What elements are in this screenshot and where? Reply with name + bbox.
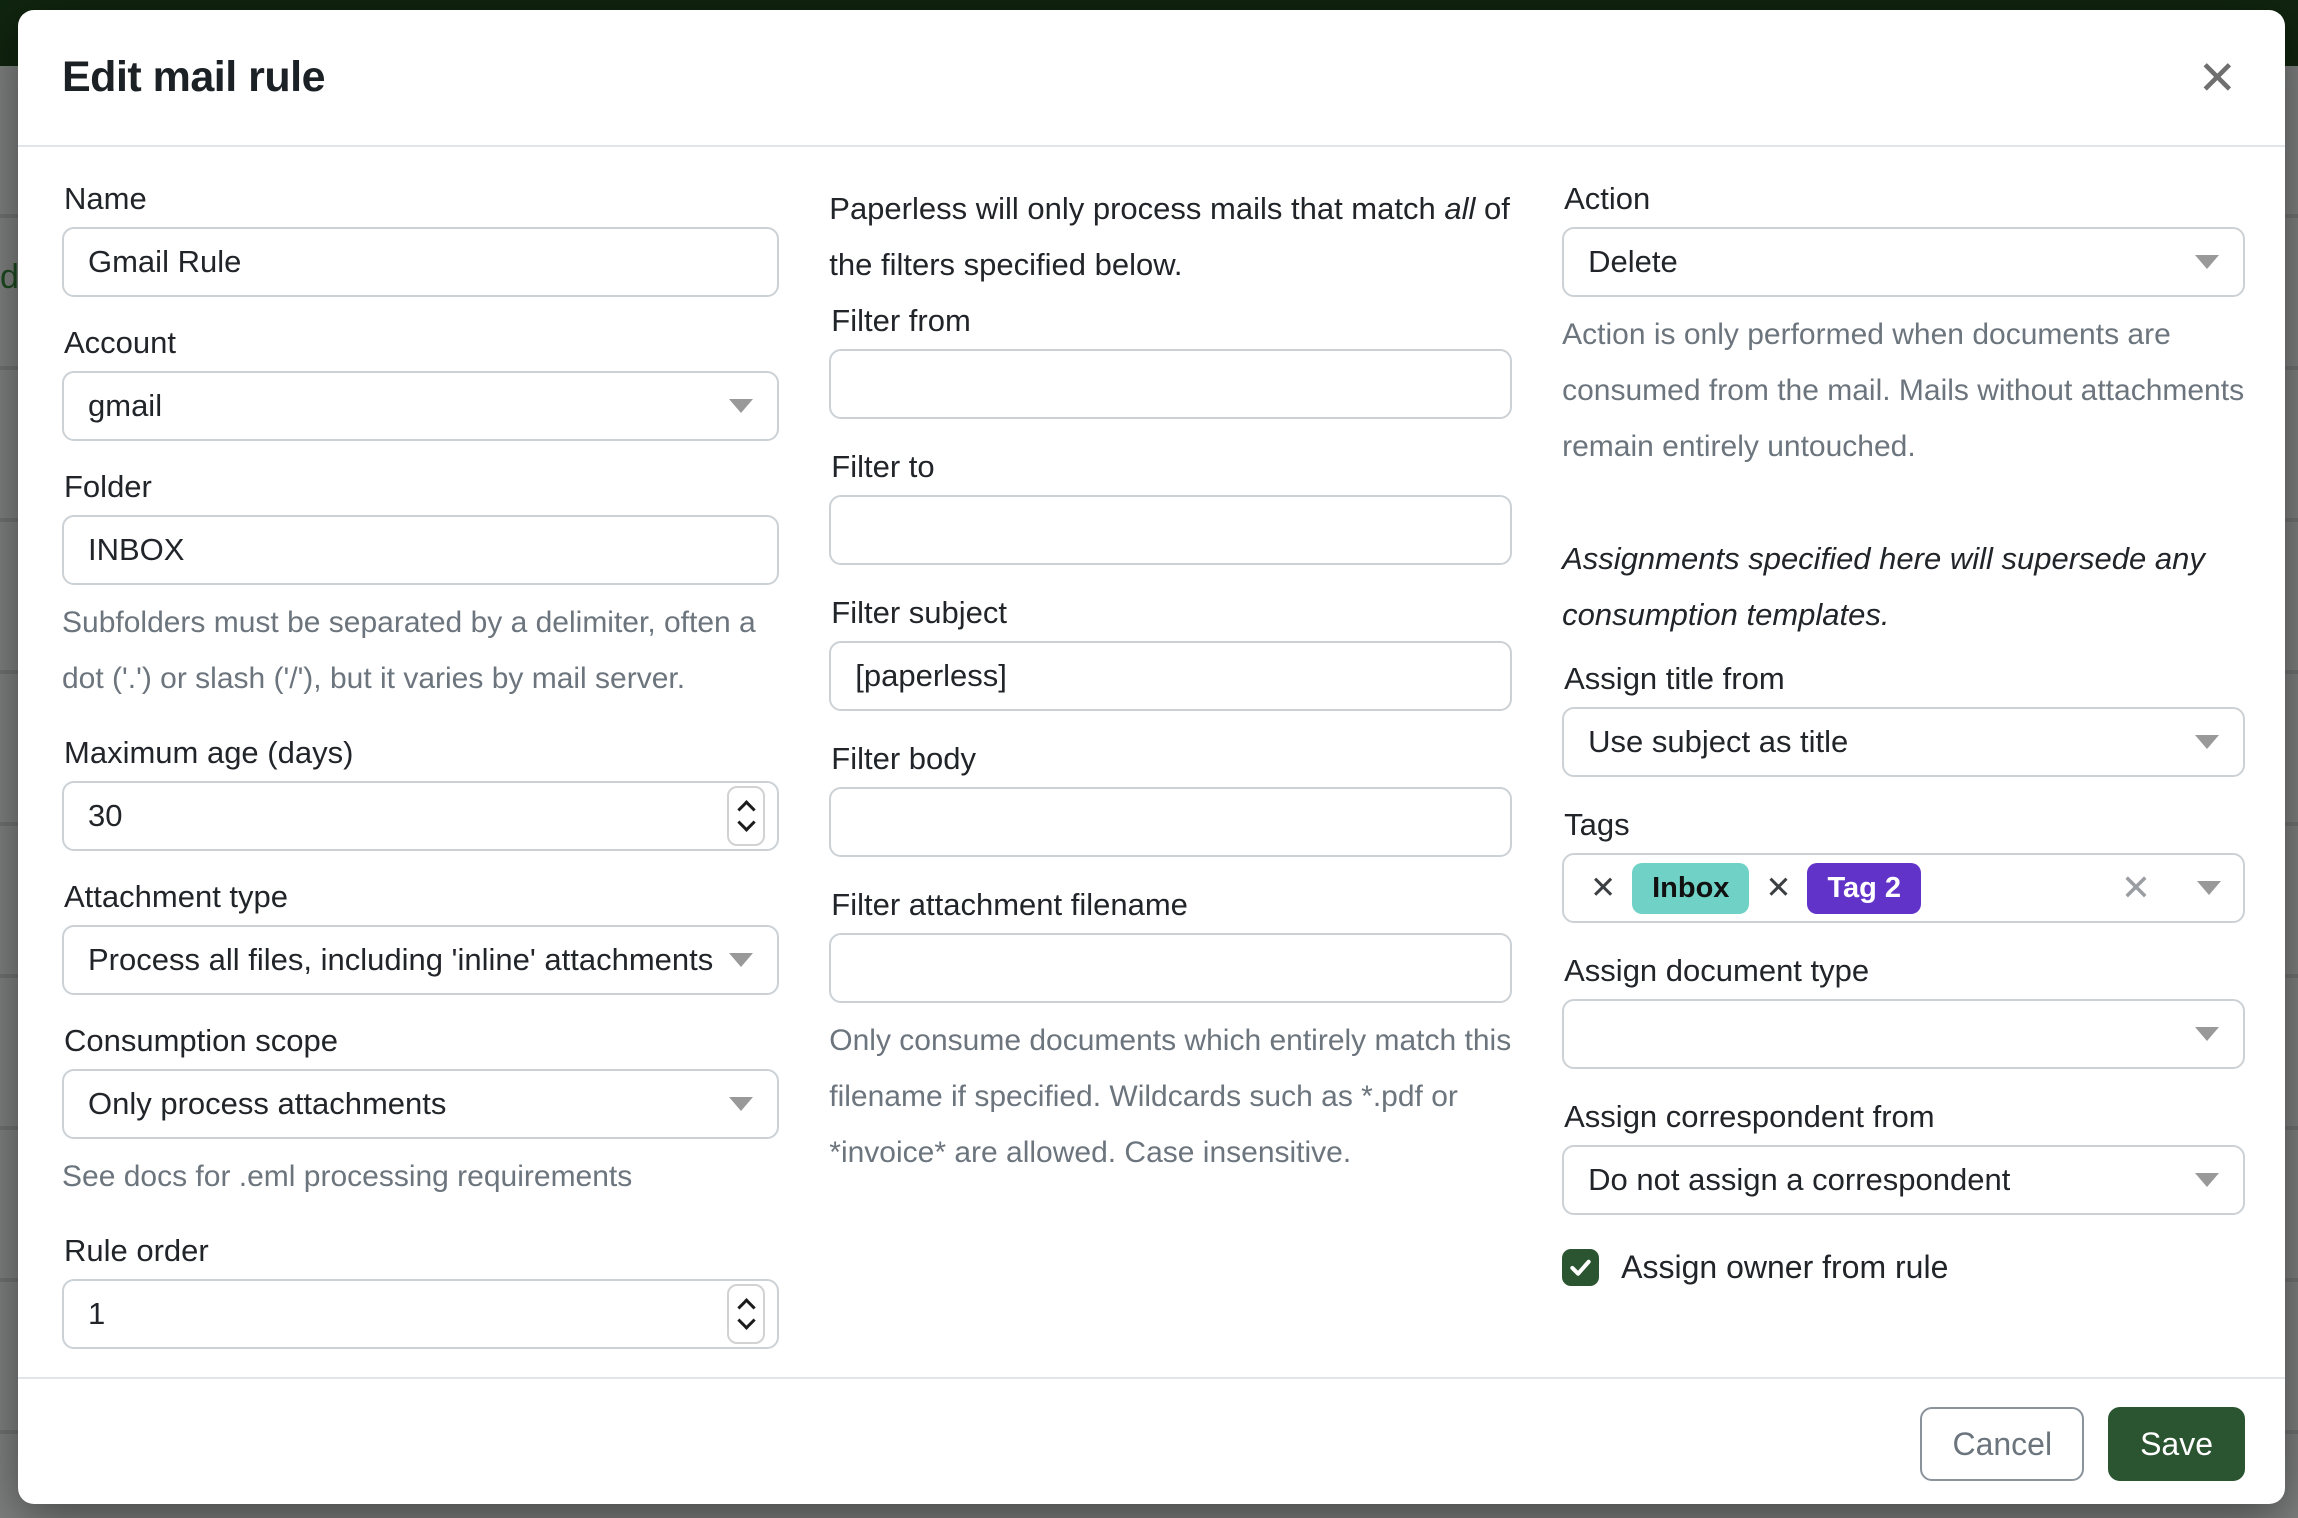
column-actions: Action Delete Action is only performed w… — [1562, 181, 2245, 1377]
chevron-down-icon — [2195, 1027, 2219, 1041]
clear-tags-icon[interactable]: ✕ — [2120, 867, 2151, 908]
account-selected-value: gmail — [88, 388, 163, 423]
name-label: Name — [64, 181, 147, 216]
filter-to-field-group: Filter to — [829, 449, 1513, 565]
remove-tag-icon[interactable]: ✕ — [1765, 870, 1792, 905]
action-select[interactable]: Delete — [1562, 227, 2245, 297]
checkmark-icon — [1570, 1259, 1591, 1276]
filter-body-input[interactable] — [829, 787, 1513, 857]
account-label: Account — [64, 325, 177, 360]
dialog-footer: Cancel Save — [18, 1377, 2285, 1504]
tag-chip: Tag 2 — [1807, 862, 1922, 914]
tags-field-group: Tags ✕ Inbox ✕ Tag 2 ✕ — [1562, 807, 2245, 923]
dialog-title: Edit mail rule — [62, 53, 326, 101]
consumption-scope-select[interactable]: Only process attachments — [62, 1069, 780, 1139]
consumption-scope-help-text: See docs for .eml processing requirement… — [62, 1160, 633, 1193]
filter-from-input[interactable] — [829, 349, 1513, 419]
folder-help-text: Subfolders must be separated by a delimi… — [62, 606, 756, 695]
action-selected-value: Delete — [1588, 244, 1678, 279]
filter-body-label: Filter body — [831, 741, 976, 776]
assign-correspondent-select[interactable]: Do not assign a correspondent — [1562, 1145, 2245, 1215]
chevron-down-icon — [729, 953, 754, 967]
assign-title-select[interactable]: Use subject as title — [1562, 707, 2245, 777]
rule-order-label: Rule order — [64, 1233, 209, 1268]
filter-attachment-filename-help-text: Only consume documents which entirely ma… — [829, 1024, 1512, 1169]
tags-label: Tags — [1564, 807, 1630, 842]
assign-title-selected-value: Use subject as title — [1588, 724, 1849, 759]
filter-attachment-filename-input[interactable] — [829, 933, 1513, 1003]
cancel-button[interactable]: Cancel — [1920, 1407, 2085, 1481]
assign-owner-label: Assign owner from rule — [1621, 1249, 1949, 1285]
chevron-down-icon — [729, 1097, 754, 1111]
rule-order-input[interactable] — [62, 1279, 780, 1349]
attachment-type-selected-value: Process all files, including 'inline' at… — [88, 942, 714, 977]
assignments-note: Assignments specified here will supersed… — [1562, 541, 2205, 632]
assign-correspondent-field-group: Assign correspondent from Do not assign … — [1562, 1099, 2245, 1215]
save-button[interactable]: Save — [2108, 1407, 2245, 1481]
tags-multiselect[interactable]: ✕ Inbox ✕ Tag 2 ✕ — [1562, 853, 2245, 923]
stepper-down-icon — [737, 813, 756, 832]
background-link-fragment: d — [0, 258, 19, 296]
maximum-age-stepper[interactable] — [727, 786, 766, 846]
column-general: Name Account gmail Folder Subfolders mus… — [62, 181, 780, 1377]
filter-from-field-group: Filter from — [829, 303, 1513, 419]
folder-label: Folder — [64, 469, 152, 504]
filter-attachment-filename-field-group: Filter attachment filename Only consume … — [829, 887, 1513, 1181]
filter-body-field-group: Filter body — [829, 741, 1513, 857]
folder-input[interactable] — [62, 515, 780, 585]
attachment-type-label: Attachment type — [64, 879, 289, 914]
chevron-down-icon — [2197, 881, 2221, 895]
chevron-down-icon — [2195, 255, 2219, 269]
filter-from-label: Filter from — [831, 303, 971, 338]
assign-correspondent-label: Assign correspondent from — [1564, 1099, 1935, 1134]
rule-order-field-group: Rule order — [62, 1233, 780, 1349]
filter-subject-input[interactable] — [829, 641, 1513, 711]
filters-intro-text: Paperless will only process mails that m… — [829, 191, 1510, 282]
assign-document-type-select[interactable] — [1562, 999, 2245, 1069]
assign-title-field-group: Assign title from Use subject as title — [1562, 661, 2245, 777]
filter-subject-field-group: Filter subject — [829, 595, 1513, 711]
action-label: Action — [1564, 181, 1651, 216]
attachment-type-field-group: Attachment type Process all files, inclu… — [62, 879, 780, 995]
account-field-group: Account gmail — [62, 325, 780, 441]
rule-order-stepper[interactable] — [727, 1284, 766, 1344]
close-icon[interactable]: ✕ — [2192, 54, 2243, 101]
chevron-down-icon — [2195, 735, 2219, 749]
stepper-down-icon — [737, 1311, 756, 1330]
consumption-scope-selected-value: Only process attachments — [88, 1086, 447, 1121]
maximum-age-label: Maximum age (days) — [64, 735, 354, 770]
assign-title-label: Assign title from — [1564, 661, 1785, 696]
chevron-down-icon — [2195, 1173, 2219, 1187]
filter-attachment-filename-label: Filter attachment filename — [831, 887, 1188, 922]
dialog-body: Name Account gmail Folder Subfolders mus… — [18, 147, 2285, 1377]
attachment-type-select[interactable]: Process all files, including 'inline' at… — [62, 925, 780, 995]
assign-correspondent-selected-value: Do not assign a correspondent — [1588, 1162, 2011, 1197]
assign-document-type-field-group: Assign document type — [1562, 953, 2245, 1069]
maximum-age-field-group: Maximum age (days) — [62, 735, 780, 851]
action-help-text: Action is only performed when documents … — [1562, 318, 2245, 463]
assign-owner-row: Assign owner from rule — [1562, 1249, 2245, 1286]
filter-to-input[interactable] — [829, 495, 1513, 565]
consumption-scope-label: Consumption scope — [64, 1023, 338, 1058]
dialog-header: Edit mail rule ✕ — [18, 10, 2285, 147]
remove-tag-icon[interactable]: ✕ — [1590, 870, 1617, 905]
name-field-group: Name — [62, 181, 780, 297]
assign-document-type-label: Assign document type — [1564, 953, 1870, 988]
action-field-group: Action Delete Action is only performed w… — [1562, 181, 2245, 475]
folder-field-group: Folder Subfolders must be separated by a… — [62, 469, 780, 707]
tag-chip: Inbox — [1632, 862, 1750, 914]
chevron-down-icon — [729, 399, 754, 413]
assign-owner-checkbox[interactable] — [1562, 1249, 1600, 1286]
maximum-age-input[interactable] — [62, 781, 780, 851]
account-select[interactable]: gmail — [62, 371, 780, 441]
filter-to-label: Filter to — [831, 449, 935, 484]
name-input[interactable] — [62, 227, 780, 297]
consumption-scope-field-group: Consumption scope Only process attachmen… — [62, 1023, 780, 1205]
column-filters: Paperless will only process mails that m… — [829, 181, 1513, 1377]
edit-mail-rule-dialog: Edit mail rule ✕ Name Account gmail Fold… — [18, 10, 2285, 1504]
filter-subject-label: Filter subject — [831, 595, 1007, 630]
